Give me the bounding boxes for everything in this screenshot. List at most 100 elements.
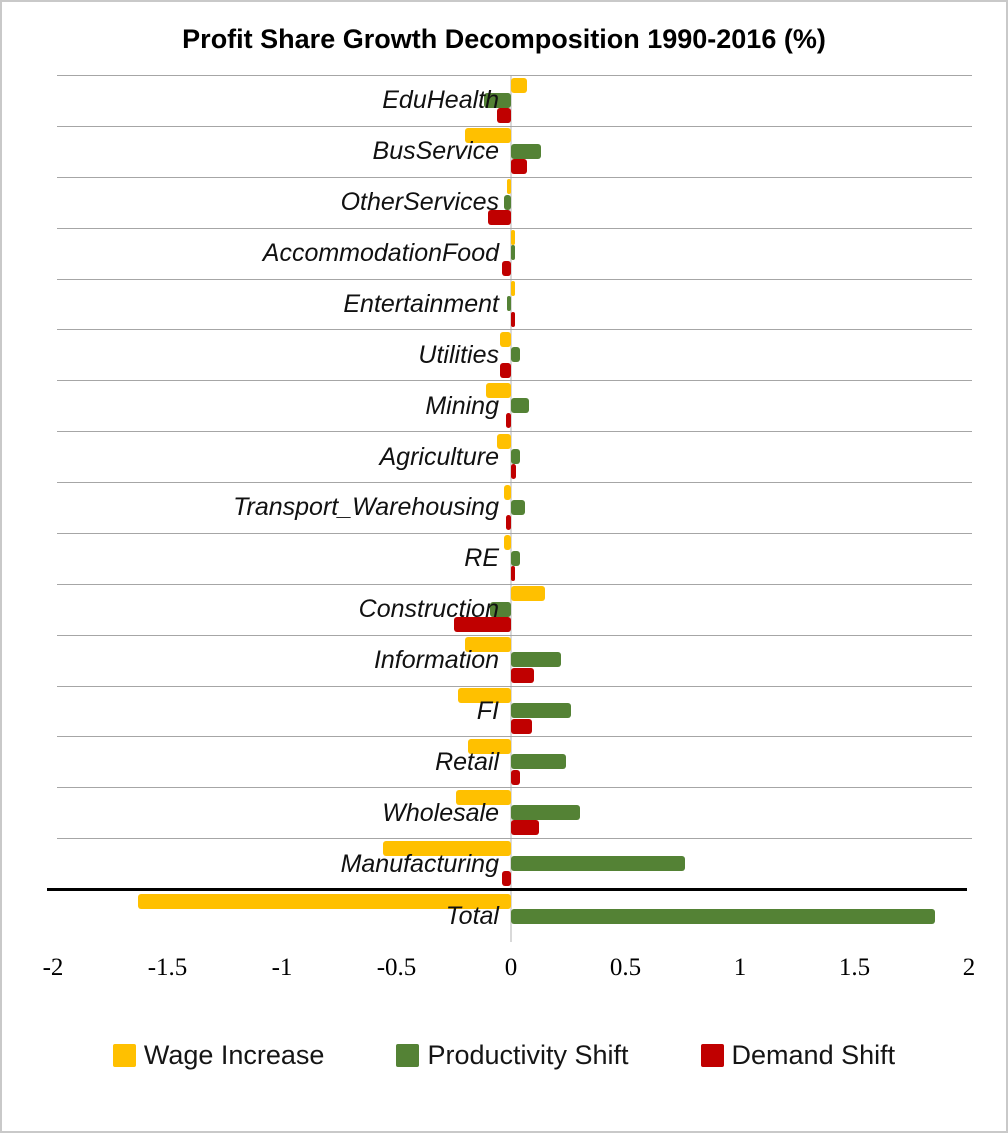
- legend-item-demand-shift: Demand Shift: [700, 1040, 896, 1071]
- x-tick-label: 2: [962, 954, 976, 981]
- bar-wage-increase: [137, 893, 511, 909]
- bar-wage-increase: [499, 331, 512, 347]
- gridline: [57, 634, 972, 636]
- bar-wage-increase: [504, 535, 511, 551]
- gridline: [57, 125, 972, 127]
- category-label: Entertainment: [343, 289, 499, 318]
- bar-wage-increase: [456, 789, 511, 805]
- gridline: [57, 838, 972, 840]
- bar-demand-shift: [506, 413, 511, 429]
- gridline: [57, 278, 972, 280]
- legend-item-productivity-shift: Productivity Shift: [396, 1040, 629, 1071]
- category-label: BusService: [372, 137, 499, 166]
- bar-wage-increase: [467, 738, 511, 754]
- bar-wage-increase: [507, 179, 511, 195]
- bar-productivity-shift: [511, 245, 515, 261]
- legend-swatch-wage-increase: [112, 1044, 136, 1067]
- x-tick-label: 1.5: [838, 954, 871, 981]
- bar-demand-shift: [511, 566, 515, 581]
- legend-label: Wage Increase: [143, 1040, 325, 1070]
- bar-demand-shift: [511, 464, 516, 480]
- bar-demand-shift: [511, 769, 521, 785]
- bar-wage-increase: [485, 382, 511, 398]
- gridline: [57, 532, 972, 534]
- category-label: Total: [445, 902, 499, 931]
- gridline: [57, 736, 972, 738]
- bar-productivity-shift: [511, 703, 571, 719]
- bar-wage-increase: [382, 840, 511, 856]
- bar-demand-shift: [511, 820, 539, 836]
- bar-demand-shift: [511, 667, 534, 683]
- category-label: Utilities: [418, 340, 499, 369]
- category-label: Information: [373, 646, 499, 675]
- bar-demand-shift: [501, 871, 511, 887]
- bar-demand-shift: [453, 616, 512, 632]
- x-tick-label: 0: [504, 954, 518, 981]
- legend-swatch-productivity-shift: [396, 1044, 420, 1067]
- gridline: [57, 685, 972, 687]
- gridline: [57, 482, 972, 483]
- legend-label: Demand Shift: [731, 1040, 896, 1070]
- gridline: [57, 787, 972, 789]
- category-label: RE: [464, 544, 499, 573]
- bar-wage-increase: [465, 637, 511, 653]
- bar-productivity-shift: [511, 448, 521, 464]
- gridline: [57, 380, 972, 382]
- bar-productivity-shift: [507, 296, 511, 312]
- category-label: Manufacturing: [340, 849, 499, 878]
- category-label: FI: [476, 696, 499, 725]
- legend-swatch-demand-shift: [700, 1044, 724, 1067]
- bar-demand-shift: [488, 209, 511, 225]
- bar-demand-shift: [511, 718, 532, 734]
- x-tick-label: -1: [271, 954, 293, 981]
- category-label: EduHealth: [382, 86, 499, 115]
- chart-title: Profit Share Growth Decomposition 1990-2…: [182, 24, 826, 54]
- category-label: OtherServices: [340, 188, 499, 217]
- category-label: Agriculture: [379, 442, 500, 471]
- category-label: Construction: [358, 595, 499, 624]
- bar-wage-increase: [511, 281, 515, 296]
- bar-demand-shift: [501, 260, 511, 276]
- bar-wage-increase: [511, 230, 515, 246]
- bar-productivity-shift: [511, 754, 566, 770]
- x-tick-label: 1: [733, 954, 747, 981]
- x-tick-label: -0.5: [376, 954, 417, 981]
- bar-wage-increase: [497, 433, 511, 449]
- bar-wage-increase: [458, 688, 511, 703]
- gridline: [57, 176, 972, 178]
- legend-item-wage-increase: Wage Increase: [112, 1040, 325, 1071]
- gridline: [57, 431, 972, 433]
- x-tick-label: 0.5: [609, 954, 642, 981]
- bar-productivity-shift: [511, 652, 562, 668]
- bar-demand-shift: [511, 159, 527, 174]
- bar-productivity-shift: [511, 805, 580, 820]
- gridline: [57, 329, 972, 331]
- bar-productivity-shift: [511, 908, 935, 924]
- legend: Wage Increase Productivity Shift Demand Sh…: [2, 1040, 1006, 1071]
- x-tick-label: -1.5: [147, 954, 188, 981]
- bar-wage-increase: [511, 77, 527, 93]
- bar-productivity-shift: [511, 499, 525, 515]
- category-label: Wholesale: [382, 798, 499, 827]
- x-tick-label: -2: [42, 954, 64, 981]
- bar-productivity-shift: [483, 92, 511, 108]
- bar-wage-increase: [511, 586, 546, 602]
- baseline-separator: [47, 888, 967, 891]
- bar-demand-shift: [499, 362, 512, 378]
- category-label: AccommodationFood: [262, 239, 499, 268]
- category-label: Retail: [435, 747, 499, 776]
- bar-wage-increase: [465, 128, 511, 144]
- bar-wage-increase: [504, 484, 511, 500]
- gridline: [57, 227, 972, 229]
- category-label: Transport_Warehousing: [233, 493, 499, 522]
- bar-productivity-shift: [511, 143, 541, 159]
- gridline: [57, 75, 972, 76]
- bar-productivity-shift: [490, 601, 511, 617]
- bar-productivity-shift: [511, 855, 685, 871]
- bar-demand-shift: [506, 515, 511, 531]
- legend-label: Productivity Shift: [427, 1040, 629, 1070]
- bar-productivity-shift: [511, 398, 530, 414]
- bar-demand-shift: [511, 311, 515, 327]
- bar-demand-shift: [497, 108, 511, 124]
